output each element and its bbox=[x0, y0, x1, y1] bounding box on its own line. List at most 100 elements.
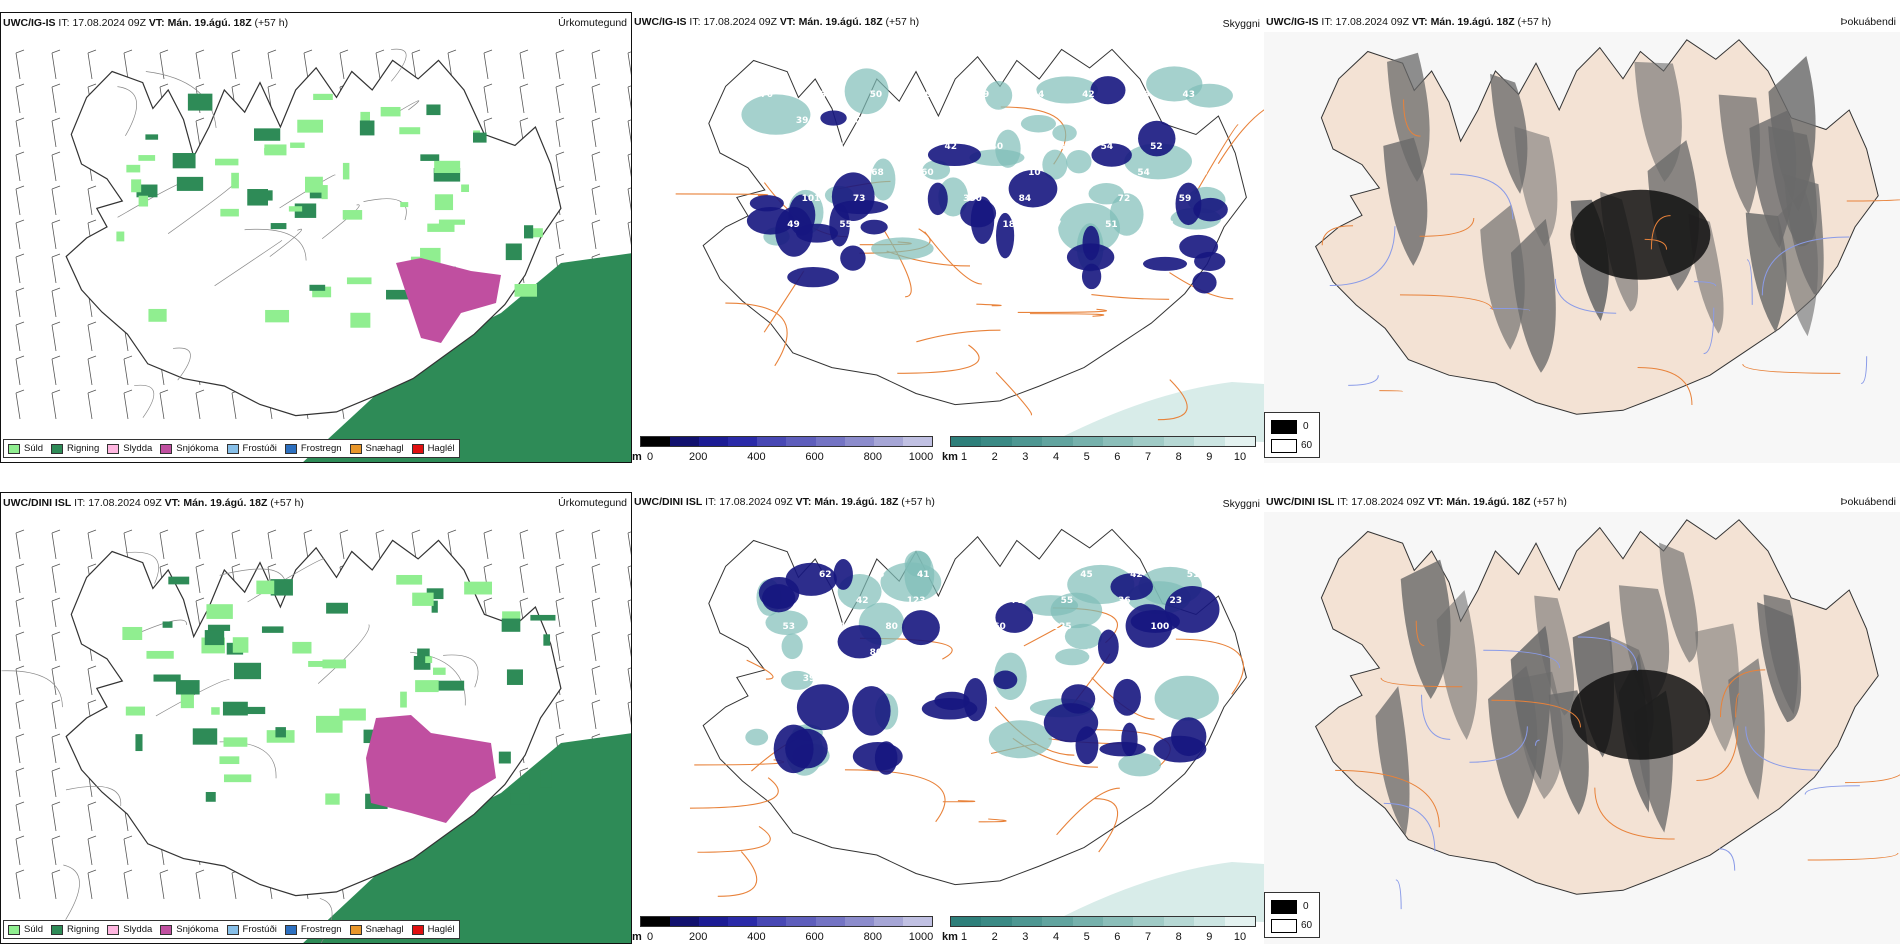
roads-rivers bbox=[1335, 620, 1900, 910]
cloud-base-label: 11 bbox=[834, 622, 847, 632]
colorbar-tick: 8 bbox=[1175, 451, 1182, 463]
colorbar-tick: 1000 bbox=[908, 451, 934, 463]
precip-map bbox=[15, 48, 631, 462]
cloud-base-label: 54 bbox=[894, 142, 907, 152]
cloud-base-label: 39 bbox=[969, 570, 982, 580]
cloud-base-label: 70 bbox=[1173, 116, 1186, 126]
cloud-base-label: 71 bbox=[788, 142, 801, 152]
cloud-base-label: 50 bbox=[870, 90, 883, 100]
cloud-base-label: 51 bbox=[1105, 220, 1118, 230]
snow-area bbox=[396, 258, 501, 343]
cloud-base-label: 68 bbox=[871, 168, 884, 178]
cloud-visibility-map: 44 62 76 41 39 41 45 42 51 61 42 123 56 79 55 36 23 53 11 8… bbox=[689, 528, 1264, 922]
colorbar-tick: 2 bbox=[991, 451, 998, 463]
legend-swatch bbox=[8, 443, 20, 454]
panel-type-label: Þokuábendi bbox=[1840, 496, 1896, 508]
legend-swatch bbox=[226, 924, 239, 935]
colorbar-tick: 0 bbox=[646, 931, 654, 943]
legend-item: Rigning bbox=[51, 443, 99, 454]
cloud-base-label: 79 bbox=[1097, 622, 1110, 632]
fog-legend-black-swatch bbox=[1271, 420, 1297, 434]
legend-label: Súld bbox=[24, 924, 44, 935]
colorbar-tick: 0 bbox=[646, 451, 654, 463]
cloud-base-labels: 76 48 50 66 49 44 42 46 43 39 40 44 49 44 76 82 70 71 119 5… bbox=[760, 90, 1207, 256]
legend-swatch bbox=[51, 924, 64, 935]
cloud-ceiling-patches bbox=[758, 559, 1220, 775]
legend-item: Slydda bbox=[107, 443, 152, 454]
cloud-base-label: 54 bbox=[1137, 168, 1150, 178]
colorbar-tick: 5 bbox=[1083, 931, 1090, 943]
colorbar-tick: 3 bbox=[1022, 451, 1029, 463]
colorbar-tick: 400 bbox=[747, 451, 766, 463]
cloud-base-label: 40 bbox=[991, 142, 1004, 152]
cloud-base-label: 76 bbox=[1066, 116, 1079, 126]
legend-label: Súld bbox=[24, 443, 44, 454]
cloud-base-label: 40 bbox=[849, 116, 862, 126]
colorbar-strip bbox=[640, 916, 933, 927]
cloud-base-label: 123 bbox=[907, 596, 926, 606]
cloud-base-label: 53 bbox=[1053, 142, 1066, 152]
colorbar-tick: 8 bbox=[1175, 931, 1182, 943]
legend-label: Snjókoma bbox=[176, 924, 219, 935]
fog-legend-white-swatch bbox=[1271, 439, 1297, 453]
legend-item: Frostúði bbox=[226, 443, 277, 454]
colorbar-tick: 10 bbox=[1233, 451, 1247, 463]
fog-legend-bottom: 0 60 bbox=[1264, 892, 1320, 938]
precip-map bbox=[1, 529, 631, 943]
cloud-base-label: 125 bbox=[1053, 622, 1072, 632]
precip-legend: Súld Rigning Slydda Snjókoma Frostúði Frostre… bbox=[3, 439, 460, 458]
colorbar-tick: 3 bbox=[1022, 931, 1029, 943]
panel-type-label: Úrkomutegund bbox=[558, 497, 627, 509]
cloud-base-label: 48 bbox=[814, 90, 827, 100]
cloud-base-label: 46 bbox=[1137, 90, 1150, 100]
colorbar-unit: km bbox=[942, 931, 958, 943]
legend-item: Frostúði bbox=[226, 924, 277, 935]
cloud-base-label: 59 bbox=[1179, 194, 1192, 204]
cloud-base-label: 29 bbox=[906, 194, 919, 204]
legend-item: Snjókoma bbox=[160, 443, 219, 454]
cloud-base-label: 70 bbox=[820, 168, 833, 178]
cloud-base-label: 61 bbox=[800, 596, 813, 606]
colorbar-tick: 600 bbox=[805, 931, 824, 943]
legend-label: Haglél bbox=[427, 924, 455, 935]
cloud-base-label: 58 bbox=[947, 622, 960, 632]
cloud-base-label: 53 bbox=[783, 622, 796, 632]
cloud-base-label: 76 bbox=[760, 90, 773, 100]
cloud-visibility-panel-top: UWC/IG-IS IT: 17.08.2024 09Z VT: Mán. 19… bbox=[632, 12, 1264, 463]
colorbar-tick: 200 bbox=[689, 451, 708, 463]
cloud-base-label: 102 bbox=[984, 648, 1003, 658]
legend-item: Snæhagl bbox=[349, 924, 404, 935]
roads-rivers bbox=[1321, 99, 1900, 406]
legend-label: Frostúði bbox=[242, 443, 277, 454]
cloud-base-label: 55 bbox=[839, 220, 852, 230]
legend-label: Frostregn bbox=[300, 924, 342, 935]
cloud-base-label: 119 bbox=[839, 142, 858, 152]
cloud-base-label: 68 bbox=[1089, 168, 1102, 178]
cloud-base-label: 79 bbox=[1011, 596, 1024, 606]
cloud-base-label: 23 bbox=[1170, 596, 1183, 606]
cloud-base-label: 82 bbox=[1120, 116, 1133, 126]
legend-item: Slydda bbox=[107, 924, 152, 935]
fog-legend-white-swatch bbox=[1271, 919, 1297, 933]
cloud-base-label: 10 bbox=[1028, 168, 1041, 178]
legend-swatch bbox=[284, 443, 297, 454]
cloud-base-label: 60 bbox=[921, 168, 934, 178]
fog-indicator-panel-top: UWC/IG-IS IT: 17.08.2024 09Z VT: Mán. 19… bbox=[1264, 12, 1900, 463]
colorbar-tick: 7 bbox=[1144, 451, 1152, 463]
colorbar-tick: 1000 bbox=[908, 931, 934, 943]
cloud-base-label: 55 bbox=[1061, 596, 1074, 606]
legend-label: Slydda bbox=[123, 924, 153, 935]
legend-label: Frostregn bbox=[300, 443, 342, 454]
colorbar-tick: 1 bbox=[960, 931, 968, 943]
cloud-base-label: 58 bbox=[1161, 220, 1174, 230]
visibility-colorbar: km 1 2 3 4 5 6 7 8 9 10 bbox=[942, 436, 1260, 463]
cloud-base-label: 49 bbox=[960, 116, 973, 126]
cloud-base-label: 66 bbox=[925, 90, 938, 100]
fog-legend-low: 0 bbox=[1303, 421, 1309, 432]
cloud-base-label: 42 bbox=[1082, 90, 1095, 100]
cloud-base-label: 76 bbox=[872, 570, 885, 580]
cloud-base-label: 62 bbox=[819, 570, 832, 580]
colorbar-tick: 5 bbox=[1083, 451, 1090, 463]
cloud-base-label: 39 bbox=[796, 116, 809, 126]
precip-type-panel-bottom: UWC/DINI ISL IT: 17.08.2024 09Z VT: Mán.… bbox=[0, 492, 632, 944]
